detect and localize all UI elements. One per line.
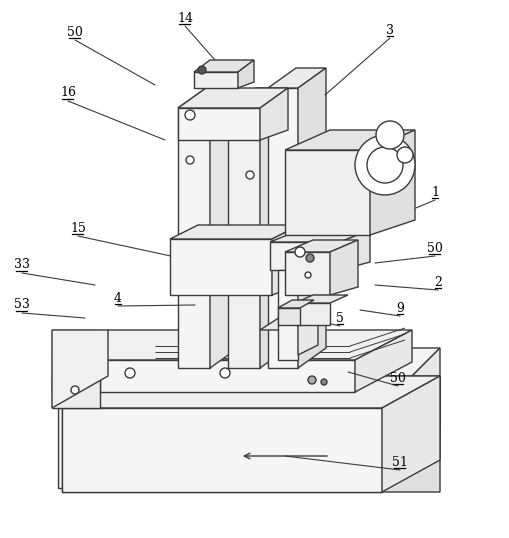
- Polygon shape: [58, 348, 439, 408]
- Polygon shape: [52, 330, 100, 360]
- Polygon shape: [381, 376, 439, 492]
- Polygon shape: [260, 88, 288, 140]
- Text: 53: 53: [14, 299, 30, 312]
- Polygon shape: [193, 72, 238, 88]
- Polygon shape: [379, 348, 439, 488]
- Polygon shape: [381, 376, 439, 492]
- Polygon shape: [58, 408, 379, 488]
- Polygon shape: [277, 308, 299, 325]
- Text: 4: 4: [114, 292, 122, 305]
- Polygon shape: [169, 239, 271, 295]
- Polygon shape: [260, 312, 327, 330]
- Polygon shape: [297, 68, 325, 368]
- Polygon shape: [178, 108, 260, 140]
- Polygon shape: [178, 108, 210, 368]
- Text: 3: 3: [385, 24, 393, 37]
- Polygon shape: [52, 330, 108, 408]
- Text: 16: 16: [60, 87, 76, 100]
- Circle shape: [71, 386, 79, 394]
- Polygon shape: [285, 150, 369, 235]
- Polygon shape: [62, 408, 381, 492]
- Polygon shape: [285, 252, 329, 295]
- Circle shape: [185, 110, 194, 120]
- Polygon shape: [178, 88, 238, 108]
- Circle shape: [366, 147, 402, 183]
- Circle shape: [197, 66, 206, 74]
- Polygon shape: [52, 360, 100, 392]
- Text: 14: 14: [177, 11, 192, 25]
- Polygon shape: [267, 88, 297, 368]
- Text: 50: 50: [67, 25, 83, 39]
- Circle shape: [375, 121, 403, 149]
- Polygon shape: [340, 230, 369, 270]
- Polygon shape: [52, 380, 100, 408]
- Polygon shape: [294, 295, 347, 303]
- Polygon shape: [228, 88, 288, 108]
- Circle shape: [186, 156, 193, 164]
- Polygon shape: [269, 242, 340, 270]
- Polygon shape: [238, 60, 253, 88]
- Text: 1: 1: [430, 186, 438, 199]
- Polygon shape: [329, 240, 357, 295]
- Text: 33: 33: [14, 258, 30, 272]
- Polygon shape: [95, 390, 439, 410]
- Polygon shape: [297, 255, 318, 355]
- Polygon shape: [277, 300, 314, 308]
- Polygon shape: [267, 68, 325, 88]
- Text: 51: 51: [391, 456, 407, 469]
- Text: 15: 15: [70, 222, 86, 235]
- Polygon shape: [210, 88, 238, 368]
- Circle shape: [305, 254, 314, 262]
- Polygon shape: [52, 360, 354, 392]
- Circle shape: [307, 376, 316, 384]
- Circle shape: [304, 272, 310, 278]
- Text: 5: 5: [335, 312, 343, 324]
- Polygon shape: [269, 230, 369, 242]
- Polygon shape: [271, 225, 299, 295]
- Polygon shape: [285, 240, 357, 252]
- Polygon shape: [62, 408, 381, 492]
- Text: 2: 2: [433, 275, 441, 288]
- Circle shape: [125, 368, 135, 378]
- Polygon shape: [260, 88, 288, 368]
- Polygon shape: [369, 130, 414, 235]
- Polygon shape: [62, 376, 439, 408]
- Circle shape: [396, 147, 412, 163]
- Polygon shape: [277, 270, 297, 360]
- Polygon shape: [178, 88, 288, 108]
- Circle shape: [245, 171, 253, 179]
- Polygon shape: [95, 390, 409, 422]
- Polygon shape: [62, 376, 439, 408]
- Text: 50: 50: [389, 372, 405, 385]
- Text: 9: 9: [395, 301, 403, 315]
- Polygon shape: [354, 330, 411, 392]
- Polygon shape: [52, 330, 411, 360]
- Circle shape: [354, 135, 414, 195]
- Polygon shape: [228, 108, 260, 368]
- Polygon shape: [169, 225, 299, 239]
- Polygon shape: [285, 130, 414, 150]
- Polygon shape: [193, 60, 253, 72]
- Circle shape: [294, 247, 304, 257]
- Circle shape: [320, 379, 326, 385]
- Text: 50: 50: [426, 242, 442, 254]
- Circle shape: [219, 368, 230, 378]
- Polygon shape: [294, 303, 329, 325]
- Polygon shape: [381, 376, 439, 492]
